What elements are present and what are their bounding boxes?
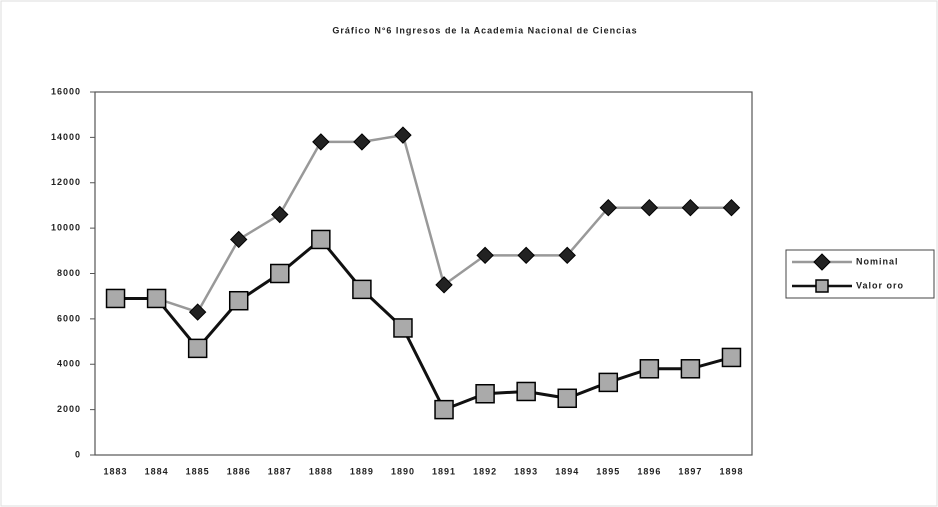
legend-marker xyxy=(813,253,831,271)
data-point xyxy=(475,383,495,404)
y-tick-label: 0 xyxy=(75,449,81,459)
data-point xyxy=(230,230,248,249)
x-tick-label: 1895 xyxy=(596,466,620,476)
data-point xyxy=(312,133,330,151)
legend-label: Valor oro xyxy=(856,280,904,290)
data-point xyxy=(353,133,371,151)
data-point xyxy=(271,205,289,224)
data-point xyxy=(105,288,126,309)
chart-title: Gráfico N°6 Ingresos de la Academia Naci… xyxy=(332,25,637,35)
data-point xyxy=(311,229,331,250)
legend-marker xyxy=(815,279,829,293)
x-tick-label: 1886 xyxy=(227,466,251,476)
x-tick-label: 1887 xyxy=(268,466,292,476)
x-tick-label: 1892 xyxy=(473,466,497,476)
data-point xyxy=(598,372,619,393)
data-point xyxy=(187,338,208,359)
x-tick-label: 1891 xyxy=(432,466,456,476)
data-point xyxy=(639,359,660,379)
plot-area xyxy=(94,91,753,456)
legend-label: Nominal xyxy=(856,256,899,266)
data-point xyxy=(435,276,453,294)
data-point xyxy=(681,198,700,217)
data-point xyxy=(599,198,617,217)
series-line xyxy=(115,133,732,314)
y-tick-label: 6000 xyxy=(57,313,81,323)
data-point xyxy=(558,246,576,265)
data-point xyxy=(721,347,742,368)
data-point xyxy=(270,263,290,284)
data-point xyxy=(146,288,167,309)
data-point xyxy=(516,381,536,402)
y-tick-label: 8000 xyxy=(57,268,81,278)
data-point xyxy=(188,303,207,321)
x-tick-label: 1883 xyxy=(104,466,128,476)
data-point xyxy=(394,126,412,144)
x-tick-label: 1893 xyxy=(514,466,538,476)
x-tick-label: 1898 xyxy=(719,466,743,476)
x-tick-label: 1894 xyxy=(555,466,579,476)
x-tick-label: 1885 xyxy=(186,466,210,476)
data-point xyxy=(476,246,494,265)
data-point xyxy=(640,198,659,217)
y-tick-label: 4000 xyxy=(57,359,81,369)
x-tick-label: 1888 xyxy=(309,466,333,476)
data-point xyxy=(434,399,454,420)
x-tick-label: 1897 xyxy=(678,466,702,476)
legend xyxy=(785,249,935,299)
y-tick-label: 12000 xyxy=(51,177,81,187)
data-point xyxy=(517,246,535,265)
y-tick-label: 2000 xyxy=(57,404,81,414)
data-point xyxy=(722,198,741,217)
y-tick-label: 14000 xyxy=(51,132,81,142)
x-tick-label: 1889 xyxy=(350,466,374,476)
x-tick-label: 1884 xyxy=(145,466,169,476)
series-line xyxy=(115,237,732,412)
data-point xyxy=(680,359,701,379)
data-point xyxy=(393,318,413,338)
x-tick-label: 1890 xyxy=(391,466,415,476)
data-point xyxy=(352,279,372,300)
x-tick-label: 1896 xyxy=(637,466,661,476)
data-point xyxy=(557,388,577,409)
data-point xyxy=(228,290,249,311)
y-tick-label: 16000 xyxy=(51,86,81,96)
y-tick-label: 10000 xyxy=(51,223,81,233)
